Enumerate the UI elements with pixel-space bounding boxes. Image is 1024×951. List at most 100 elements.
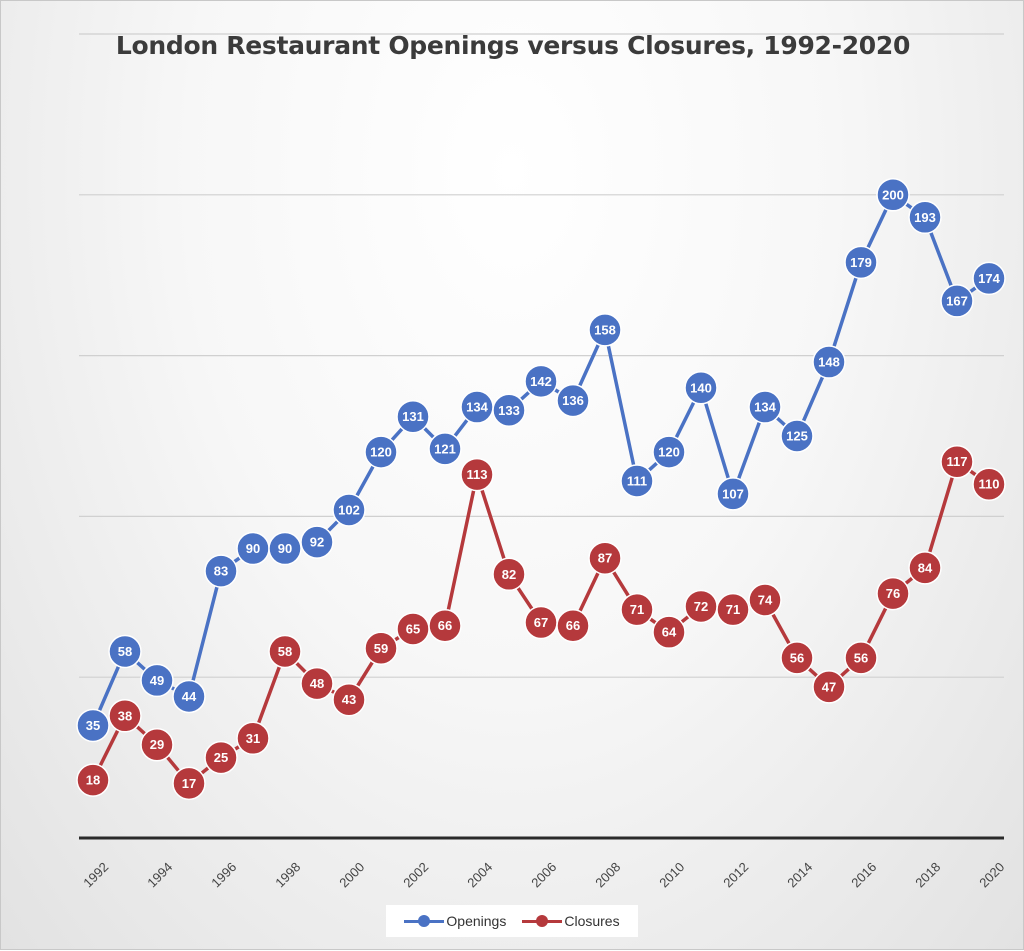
x-tick-label-2012: 2012 — [720, 859, 751, 890]
data-label: 107 — [722, 486, 744, 501]
data-label: 82 — [502, 567, 516, 582]
data-point — [652, 435, 686, 469]
data-point — [908, 200, 942, 235]
data-point — [812, 670, 846, 704]
x-tick-label-2020: 2020 — [976, 859, 1007, 890]
data-label: 136 — [562, 393, 584, 408]
legend-swatch-closures — [522, 915, 563, 927]
data-point — [716, 477, 750, 511]
data-label: 47 — [822, 679, 836, 694]
data-point — [620, 464, 654, 498]
data-label: 133 — [498, 403, 520, 418]
x-tick-label-2014: 2014 — [784, 859, 815, 890]
data-label: 113 — [467, 467, 488, 482]
x-tick-label-2002: 2002 — [400, 859, 431, 890]
x-tick-label-1996: 1996 — [208, 859, 239, 890]
data-point — [140, 727, 174, 762]
x-tick-label-1992: 1992 — [80, 859, 111, 890]
data-point — [972, 261, 1006, 296]
data-point — [172, 766, 206, 801]
x-tick-label-1998: 1998 — [272, 859, 303, 890]
data-point — [108, 634, 142, 669]
data-point — [76, 763, 110, 797]
data-label: 179 — [850, 255, 872, 270]
data-label: 35 — [86, 718, 100, 733]
chart-title: London Restaurant Openings versus Closur… — [115, 31, 911, 60]
data-point — [428, 608, 462, 643]
data-point — [300, 525, 334, 559]
data-point — [108, 699, 142, 733]
data-point — [332, 682, 366, 717]
data-label: 66 — [566, 618, 580, 633]
data-point — [396, 399, 430, 434]
data-point — [972, 467, 1006, 501]
data-point — [300, 666, 334, 701]
data-point — [364, 435, 398, 469]
data-point — [332, 493, 366, 527]
data-label: 43 — [342, 692, 356, 707]
data-point — [940, 284, 974, 318]
data-point — [492, 393, 526, 428]
data-point — [524, 364, 558, 399]
data-label: 58 — [278, 644, 292, 659]
data-point — [140, 663, 174, 698]
data-point — [716, 592, 750, 627]
data-label: 90 — [246, 541, 260, 556]
series-layer: 35 58 49 44 83 90 90 92 102 120 131 121 134 133 142 136… — [76, 178, 1006, 801]
data-point — [492, 557, 526, 592]
legend-item-openings: Openings — [404, 913, 506, 929]
x-tick-label-2006: 2006 — [528, 859, 559, 890]
data-label: 134 — [754, 400, 776, 415]
data-point — [652, 615, 686, 649]
data-label: 140 — [690, 380, 712, 395]
legend-label-openings: Openings — [446, 913, 507, 929]
data-point — [620, 592, 654, 627]
x-tick-label-2008: 2008 — [592, 859, 623, 890]
data-label: 117 — [947, 454, 968, 469]
data-label: 66 — [438, 618, 452, 633]
data-label: 48 — [310, 676, 324, 691]
data-label: 58 — [118, 644, 132, 659]
data-point — [876, 178, 910, 212]
legend-item-closures: Closures — [522, 913, 620, 929]
data-label: 84 — [918, 560, 933, 575]
data-label: 18 — [86, 773, 100, 788]
data-label: 90 — [278, 541, 292, 556]
data-label: 72 — [694, 599, 708, 614]
data-point — [780, 419, 814, 453]
data-point — [204, 554, 238, 588]
data-point — [204, 740, 238, 775]
data-label: 131 — [402, 409, 424, 424]
data-label: 193 — [914, 210, 936, 225]
data-label: 56 — [790, 650, 804, 665]
data-point — [876, 576, 910, 611]
data-label: 158 — [594, 322, 616, 337]
x-tick-label-2000: 2000 — [336, 859, 367, 890]
data-point — [812, 345, 846, 379]
data-point — [556, 608, 590, 643]
x-tick-label-1994: 1994 — [144, 859, 175, 890]
data-label: 148 — [818, 355, 840, 370]
data-point — [588, 541, 622, 575]
legend: Openings Closures — [386, 905, 638, 937]
data-point — [908, 551, 942, 585]
data-label: 65 — [406, 621, 420, 636]
gridlines — [79, 33, 1004, 678]
data-label: 74 — [758, 593, 773, 608]
data-label: 174 — [978, 271, 1000, 286]
data-point — [684, 371, 718, 405]
data-point — [364, 631, 398, 666]
data-label: 49 — [150, 673, 164, 688]
data-label: 38 — [118, 708, 132, 723]
data-point — [460, 457, 494, 492]
data-label: 200 — [882, 187, 904, 202]
data-label: 111 — [627, 474, 647, 489]
data-point — [172, 679, 206, 714]
data-label: 67 — [534, 615, 548, 630]
data-label: 44 — [182, 689, 197, 704]
data-point — [428, 432, 462, 466]
data-label: 167 — [946, 293, 968, 308]
data-point — [588, 313, 622, 347]
